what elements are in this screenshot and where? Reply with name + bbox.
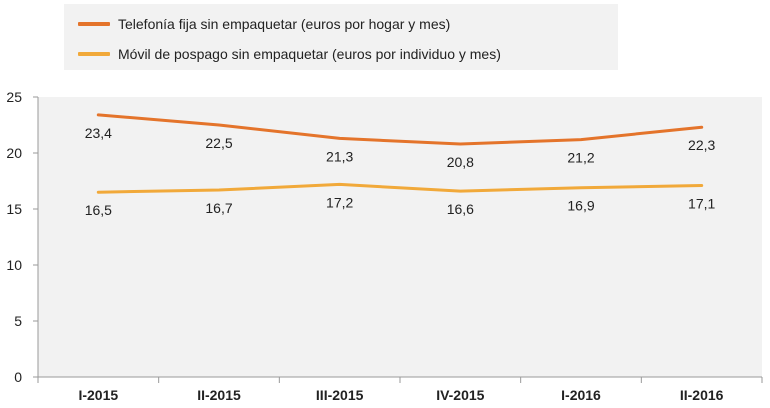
data-label: 16,7 [205, 200, 232, 216]
y-tick-label: 25 [6, 89, 22, 105]
legend: Telefonía fija sin empaquetar (euros por… [64, 4, 618, 70]
x-tick-label: IV-2015 [436, 387, 484, 403]
data-label: 17,1 [688, 195, 715, 211]
legend-item-mobile: Móvil de pospago sin empaquetar (euros p… [78, 46, 501, 62]
series-line-2 [96, 182, 704, 194]
x-tick-label: III-2015 [316, 387, 364, 403]
data-label: 17,2 [326, 194, 353, 210]
x-tick-label: II-2015 [197, 387, 241, 403]
legend-label-mobile: Móvil de pospago sin empaquetar (euros p… [118, 46, 501, 62]
data-label: 23,4 [85, 125, 112, 141]
data-label: 21,3 [326, 148, 353, 164]
y-tick-label: 5 [14, 313, 22, 329]
data-label: 16,5 [85, 202, 112, 218]
x-tick-label: II-2016 [680, 387, 724, 403]
y-tick-label: 15 [6, 201, 22, 217]
y-tick-label: 20 [6, 145, 22, 161]
data-label: 16,6 [447, 201, 474, 217]
legend-label-fixed: Telefonía fija sin empaquetar (euros por… [118, 16, 451, 32]
data-label: 22,3 [688, 137, 715, 153]
legend-swatch-mobile [78, 52, 110, 56]
plot-area [38, 97, 762, 377]
legend-item-fixed: Telefonía fija sin empaquetar (euros por… [78, 16, 450, 32]
legend-swatch-fixed [78, 22, 110, 26]
y-tick-label: 10 [6, 257, 22, 273]
data-label: 22,5 [205, 135, 232, 151]
data-label: 20,8 [447, 154, 474, 170]
x-tick-label: I-2015 [78, 387, 118, 403]
x-tick-label: I-2016 [561, 387, 601, 403]
data-label: 21,2 [567, 150, 594, 166]
y-tick-label: 0 [14, 369, 22, 385]
data-label: 16,9 [567, 198, 594, 214]
series-line-1 [96, 113, 704, 146]
